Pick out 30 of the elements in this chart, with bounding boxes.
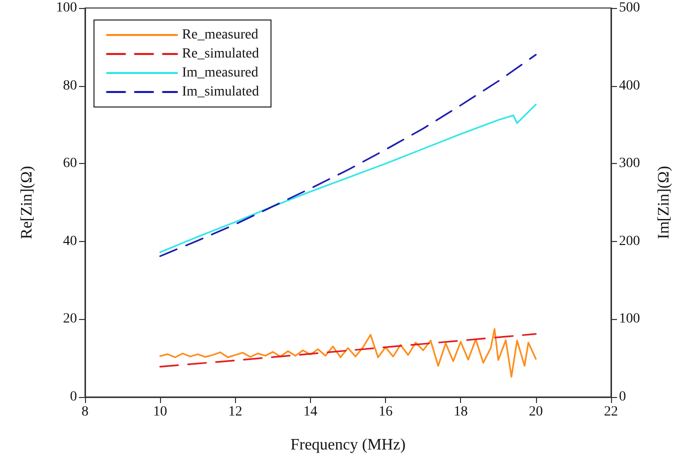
- x-tick-label: 10: [153, 404, 168, 420]
- x-tick-label: 22: [604, 404, 618, 420]
- line-series: [159, 333, 537, 368]
- x-tick-label: 16: [378, 404, 393, 420]
- y2-tick-label: 500: [619, 0, 640, 16]
- y-tick-label: 40: [63, 234, 77, 249]
- y2-axis-title: Im[Zin](Ω): [656, 166, 672, 240]
- y-tick-label: 60: [63, 156, 77, 172]
- line-series: [159, 104, 537, 254]
- y2-tick-label: 400: [619, 78, 640, 94]
- line-series: [159, 328, 537, 378]
- y-tick-label: 80: [63, 78, 77, 94]
- legend-label: Re_simulated: [182, 46, 259, 62]
- y2-tick-label: 100: [619, 312, 640, 327]
- y2-tick-label: 200: [619, 234, 640, 249]
- x-tick-label: 14: [303, 404, 318, 420]
- x-tick-label: 20: [528, 404, 543, 420]
- legend-label: Im_simulated: [182, 84, 259, 100]
- legend-label: Im_measured: [182, 66, 258, 80]
- y-tick-label: 20: [63, 312, 77, 327]
- y-axis-title: Re[Zin](Ω): [18, 166, 36, 240]
- legend-label: Re_measured: [182, 28, 258, 42]
- y-tick-label: 0: [70, 390, 77, 404]
- x-tick-label: 12: [228, 404, 242, 420]
- x-axis-title: Frequency (MHz): [290, 436, 406, 454]
- x-tick-label: 8: [82, 404, 88, 420]
- x-tick-label: 18: [454, 404, 468, 420]
- y-tick-label: 100: [56, 0, 77, 16]
- y2-tick-label: 0: [619, 390, 626, 404]
- y2-tick-label: 300: [619, 156, 640, 172]
